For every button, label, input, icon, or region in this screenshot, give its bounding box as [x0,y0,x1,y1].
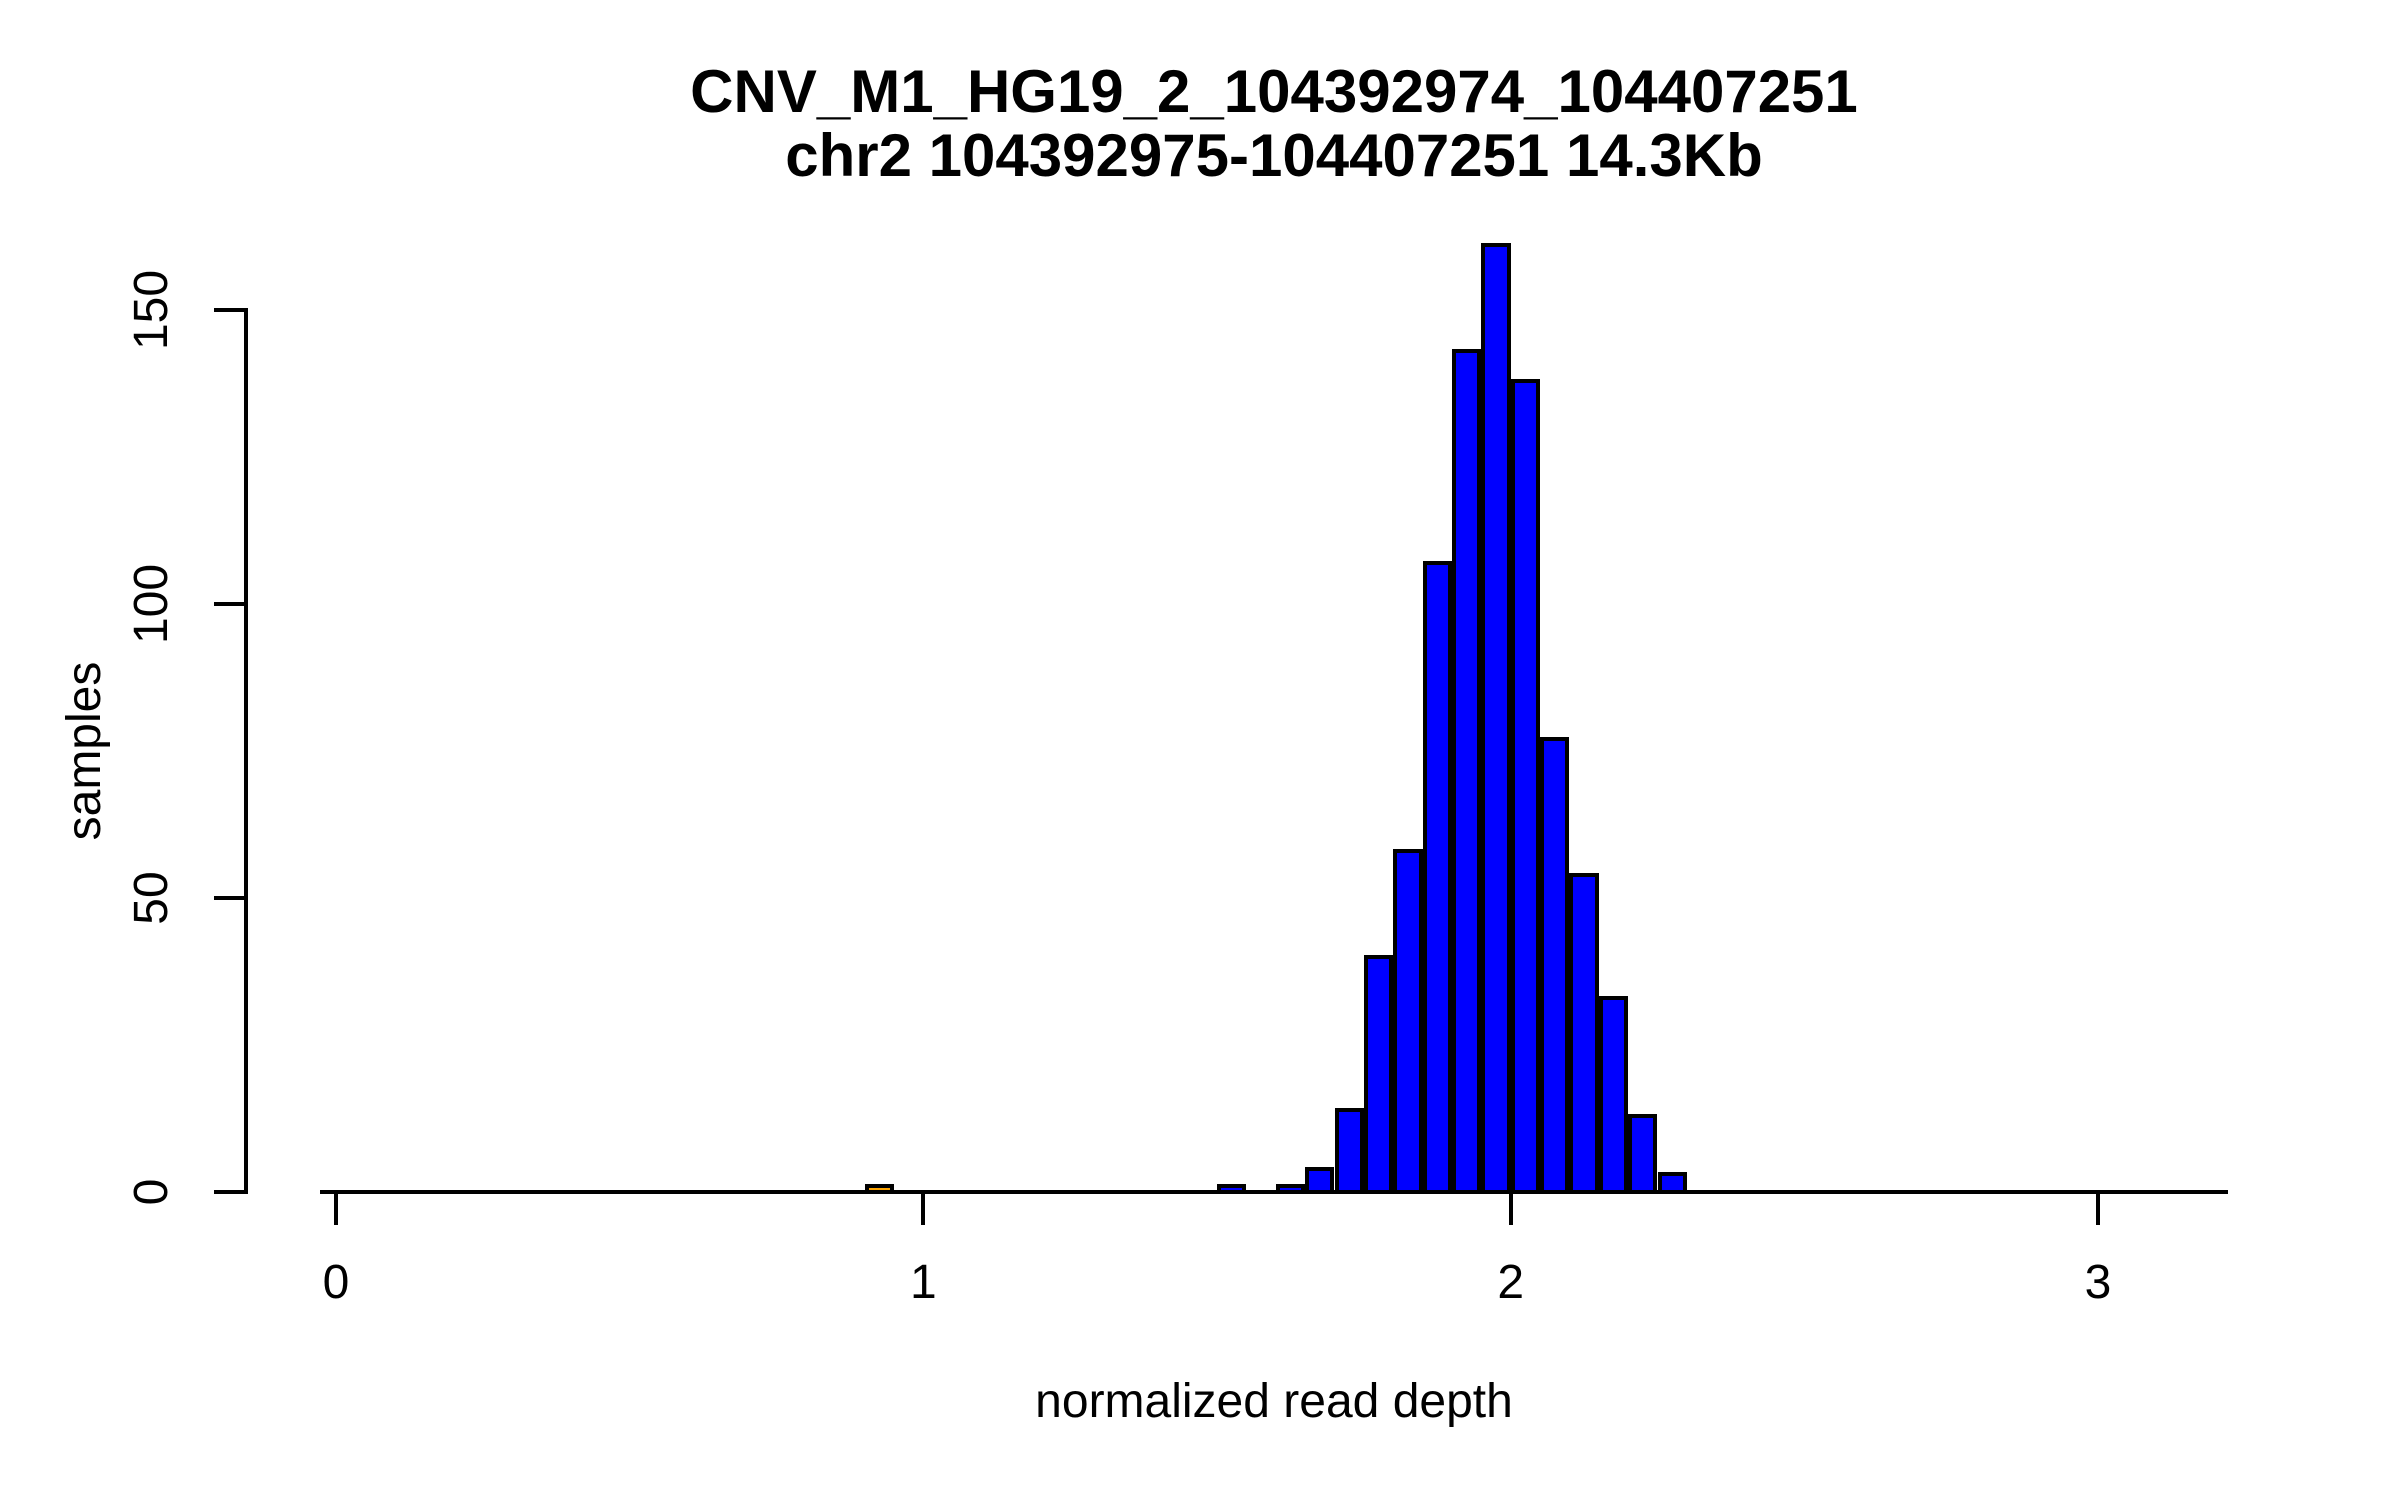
y-tick-label: 0 [125,1178,178,1206]
chart-subtitle: chr2 104392975-104407251 14.3Kb [785,122,1763,189]
histogram-bar-2.20 [1628,1113,1658,1194]
y-tick [214,602,246,606]
y-axis-label: samples [58,661,111,841]
chart-title: CNV_M1_HG19_2_104392974_104407251 [690,58,1858,125]
histogram-bar-2.15 [1598,996,1629,1194]
histogram-bar-2.10 [1569,872,1599,1194]
y-tick [214,308,246,312]
histogram-bar-1.50 [1217,1184,1247,1194]
y-tick-label: 50 [125,871,178,925]
x-tick [1508,1192,1513,1225]
x-tick-label: 1 [909,1256,937,1309]
x-tick [921,1192,926,1225]
histogram-bar-2.05 [1540,737,1570,1194]
y-tick-label: 100 [125,563,178,645]
x-tick-label: 2 [1497,1256,1525,1309]
y-tick [214,1190,246,1194]
histogram-bar-0.90 [864,1184,894,1194]
histogram-bar-2.00 [1510,378,1541,1194]
histogram-bar-1.75 [1363,954,1394,1194]
x-axis-label: normalized read depth [1035,1375,1513,1428]
histogram-bar-1.95 [1481,243,1511,1194]
histogram-bar-1.60 [1275,1184,1306,1194]
x-tick-label: 0 [322,1256,350,1309]
histogram-bar-1.70 [1334,1107,1364,1194]
histogram-bar-1.85 [1422,560,1452,1194]
y-axis-line [244,308,248,1194]
x-tick-label: 3 [2084,1256,2112,1309]
y-tick [214,896,246,900]
histogram-bar-1.90 [1451,349,1482,1194]
x-axis-line [320,1190,2228,1194]
x-tick [2096,1192,2100,1225]
histogram-bar-2.25 [1657,1172,1687,1194]
histogram-bar-1.65 [1305,1166,1335,1194]
histogram-bar-1.80 [1393,849,1423,1194]
y-tick-label: 150 [125,269,178,351]
x-tick [334,1192,338,1225]
